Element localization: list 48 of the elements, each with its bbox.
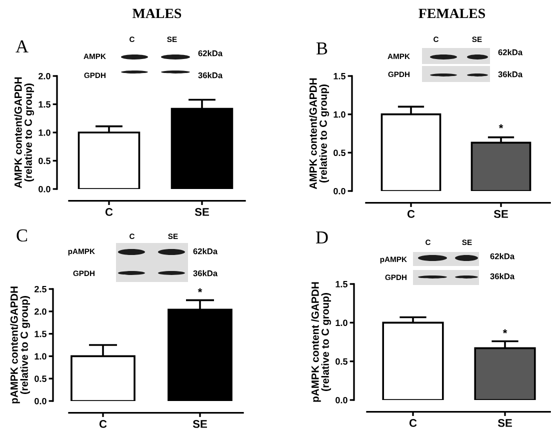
- text: 36kDa: [490, 273, 515, 280]
- y-tick-label: 2.5: [34, 286, 46, 292]
- text: 62kDa: [198, 50, 223, 56]
- y-axis-title: pAMPK content/GAPDH (relative to C group): [10, 286, 30, 404]
- annotation: *: [502, 329, 508, 334]
- chart-title: MALES: [132, 8, 182, 18]
- text: D: [316, 232, 328, 244]
- y-tick-label: 1.0: [38, 129, 50, 136]
- x-tick-label: C: [409, 419, 417, 427]
- x-tick-label: C: [105, 208, 113, 216]
- y-tick-label: 1.0: [34, 353, 46, 360]
- text: A: [16, 40, 28, 52]
- y-axis-title: pAMPK content /GAPDH (relative to C group): [311, 282, 332, 402]
- x-tick-label: SE: [494, 210, 508, 218]
- y-tick-label: 0.5: [336, 358, 348, 365]
- text: 62kDa: [490, 253, 515, 260]
- x-tick-label: SE: [498, 419, 512, 427]
- text: 62kDa: [193, 248, 218, 254]
- y-tick-label: 0.5: [334, 150, 346, 156]
- annotation: 36kDa: [198, 72, 223, 78]
- text: 62kDa: [498, 49, 523, 56]
- y-tick-label: 1.5: [336, 281, 348, 288]
- y-axis-title: AMPK content/GAPDH (relative to C group): [309, 78, 330, 190]
- y-tick-label: 1.0: [336, 320, 348, 326]
- y-tick-label: 2.0: [38, 72, 50, 80]
- x-tick-label: SE: [194, 208, 209, 216]
- y-tick-label: 0.5: [34, 376, 46, 382]
- y-tick-label: 0.0: [336, 396, 348, 404]
- y-tick-label: 0.0: [38, 186, 50, 192]
- annotation: *: [198, 288, 202, 292]
- annotation: *: [498, 124, 504, 128]
- y-tick-label: 0.0: [34, 398, 46, 404]
- text: B: [316, 42, 328, 54]
- y-axis-title: AMPK content/GAPDH (relative to C group): [14, 77, 34, 188]
- x-tick-label: SE: [192, 420, 207, 428]
- chart-title: FEMALES: [418, 8, 485, 18]
- text: C: [16, 229, 28, 242]
- x-tick-label: C: [99, 420, 107, 428]
- annotation: 36kDa: [498, 71, 523, 78]
- y-tick-label: 1.5: [334, 73, 346, 80]
- y-tick-label: 1.5: [34, 330, 46, 338]
- x-tick-label: C: [407, 210, 415, 218]
- text: 36kDa: [193, 270, 218, 276]
- y-tick-label: 0.0: [334, 188, 346, 194]
- y-tick-label: 0.5: [38, 158, 50, 164]
- y-tick-label: 1.5: [38, 101, 50, 108]
- y-tick-label: 1.0: [334, 111, 346, 118]
- y-tick-label: 2.0: [34, 308, 46, 315]
